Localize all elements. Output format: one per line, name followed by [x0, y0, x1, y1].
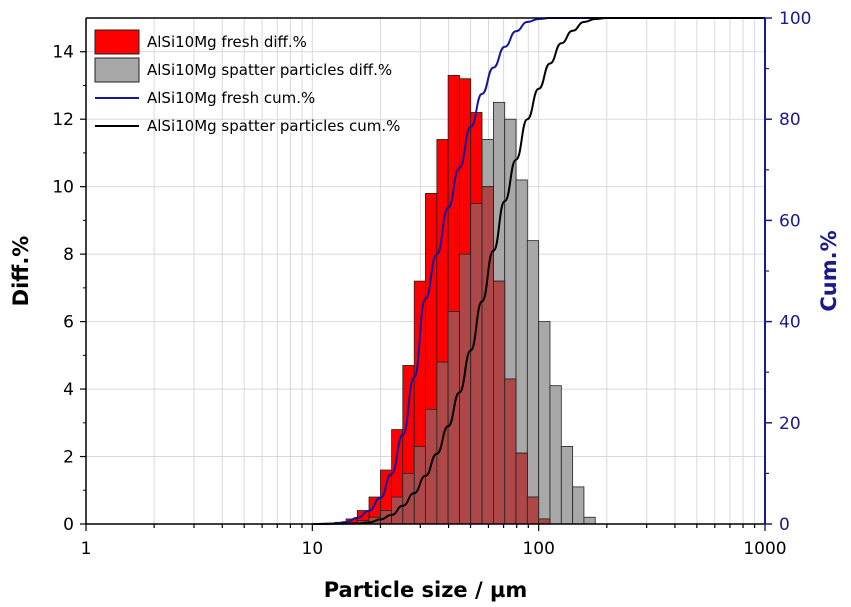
- x-tick-label: 10: [302, 539, 324, 559]
- x-tick-label: 1000: [743, 539, 786, 559]
- bar-spatter: [549, 385, 562, 525]
- x-tick-label: 100: [522, 539, 554, 559]
- y-left-tick-label: 2: [63, 448, 74, 468]
- legend-fresh-diff-label: AlSi10Mg fresh diff.%: [147, 33, 307, 51]
- x-axis-title: Particle size / µm: [324, 578, 528, 602]
- y-left-tick-label: 8: [63, 245, 74, 265]
- y-axis-left-title: Diff.%: [9, 236, 33, 307]
- x-tick-label: 1: [81, 539, 92, 559]
- y-right-tick-label: 0: [779, 515, 790, 535]
- legend: AlSi10Mg fresh diff.% AlSi10Mg spatter pa…: [94, 29, 400, 135]
- bar-overlap: [470, 203, 483, 525]
- legend-fresh-cum-label: AlSi10Mg fresh cum.%: [147, 89, 315, 107]
- bar-overlap: [526, 496, 540, 525]
- bar-overlap: [447, 311, 460, 525]
- series-line-fresh-cum: [312, 17, 765, 525]
- cumulative-lines: [312, 16, 765, 525]
- bar-overlap: [515, 452, 528, 525]
- y-left-tick-label: 12: [52, 110, 74, 130]
- y-right-tick-label: 40: [779, 313, 801, 333]
- y-right-tick-label: 80: [779, 110, 801, 130]
- y-left-tick-label: 6: [63, 313, 74, 333]
- legend-fresh-diff-swatch: [94, 29, 140, 55]
- bar-overlap: [481, 186, 494, 525]
- y-left-tick-label: 0: [63, 515, 74, 535]
- bar-spatter: [572, 486, 585, 525]
- bar-spatter: [583, 516, 596, 525]
- y-left-tick-label: 10: [52, 178, 74, 198]
- legend-spatter-diff-label: AlSi10Mg spatter particles diff.%: [147, 61, 392, 79]
- legend-spatter-diff-swatch: [94, 57, 140, 83]
- y-left-tick-label: 14: [52, 43, 74, 63]
- bar-spatter: [560, 446, 574, 525]
- y-right-tick-label: 60: [779, 211, 801, 231]
- bar-overlap: [538, 518, 551, 525]
- axis-ticks: 1 10 100 1000 0 2 4 6 8 10 12 14 0 20 40 60 80 100: [52, 9, 811, 559]
- y-axis-right-title: Cum.%: [817, 230, 841, 311]
- bar-spatter: [526, 240, 540, 525]
- y-right-tick-label: 100: [779, 9, 811, 29]
- series-line-spatter-cum: [312, 16, 765, 525]
- y-right-tick-label: 20: [779, 414, 801, 434]
- bar-overlap: [504, 378, 517, 525]
- y-left-tick-label: 4: [63, 380, 74, 400]
- plot-frame: [85, 17, 766, 525]
- bar-overlap: [493, 280, 506, 525]
- legend-spatter-cum-label: AlSi10Mg spatter particles cum.%: [147, 117, 400, 135]
- bar-spatter: [538, 321, 551, 525]
